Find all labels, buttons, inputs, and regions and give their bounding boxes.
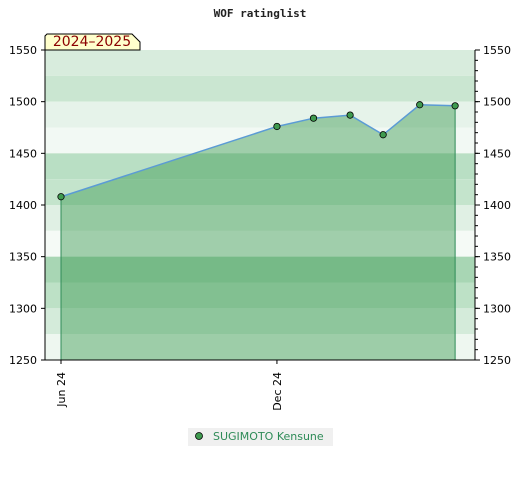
x-tick-label: Dec 24 <box>271 372 284 411</box>
y-tick-label-right: 1500 <box>483 96 511 109</box>
rating-point <box>309 114 318 122</box>
y-tick-label-left: 1400 <box>9 199 37 212</box>
y-tick-label-left: 1550 <box>9 44 37 57</box>
legend: SUGIMOTO Kensune <box>188 428 333 446</box>
background-band <box>45 256 475 283</box>
background-band <box>45 308 475 335</box>
rating-point <box>416 101 424 109</box>
y-tick-label-left: 1350 <box>9 251 37 264</box>
season-badge-label: 2024–2025 <box>53 34 131 50</box>
y-tick-label-right: 1550 <box>483 44 511 57</box>
background-band <box>45 230 475 257</box>
background-band <box>45 205 475 231</box>
background-band <box>45 282 475 309</box>
x-tick-label: Jun 24 <box>55 372 68 408</box>
legend-marker <box>195 432 203 440</box>
background-band <box>45 50 475 76</box>
season-badge: 2024–2025 <box>44 33 141 51</box>
y-tick-label-left: 1300 <box>9 302 37 315</box>
rating-point <box>346 111 354 119</box>
y-tick-label-right: 1250 <box>483 354 511 367</box>
background-band <box>45 179 475 205</box>
background-band <box>45 334 475 360</box>
rating-point <box>379 131 387 139</box>
chart-title: WOF ratinglist <box>214 7 307 20</box>
background-band <box>45 75 475 102</box>
y-tick-label-left: 1450 <box>9 147 37 160</box>
rating-point <box>273 122 281 131</box>
y-tick-label-left: 1250 <box>9 354 37 367</box>
legend-background <box>188 428 333 446</box>
rating-area-fill <box>61 104 456 361</box>
legend-label: SUGIMOTO Kensune <box>213 430 324 443</box>
rating-point <box>57 193 65 201</box>
rating-points <box>57 101 459 201</box>
background-bands <box>45 50 475 360</box>
y-tick-label-right: 1300 <box>483 302 511 315</box>
axes: 1250 1250 1300 1300 1350 1350 1400 1400 1450 1450… <box>9 44 511 411</box>
y-tick-label-right: 1350 <box>483 251 511 264</box>
rating-point <box>451 102 459 110</box>
y-tick-label-right: 1400 <box>483 199 511 212</box>
y-tick-label-right: 1450 <box>483 147 511 160</box>
y-tick-label-left: 1500 <box>9 96 37 109</box>
background-band <box>45 153 475 180</box>
background-band <box>45 101 475 128</box>
